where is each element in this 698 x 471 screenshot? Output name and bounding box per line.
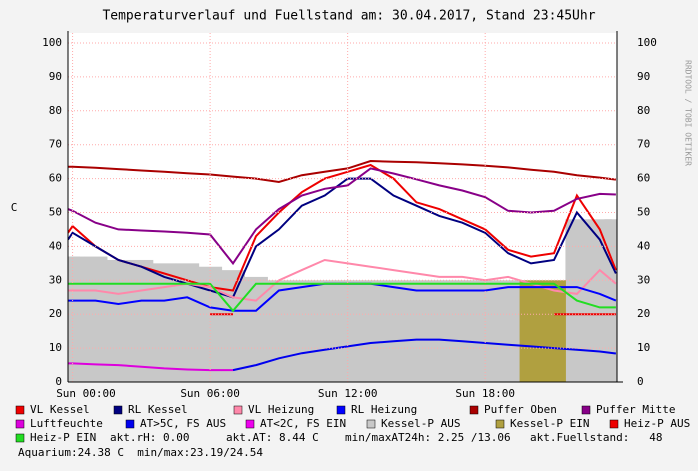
area-bar [496, 280, 521, 382]
legend-swatch [366, 419, 376, 429]
footer-text: akt.rH: 0.00 [110, 431, 189, 444]
legend-label: RL Kessel [128, 403, 188, 416]
area-bar [336, 280, 360, 382]
y-tick-label: 0 [55, 375, 62, 388]
legend-label: Heiz-P AUS [624, 417, 690, 430]
series-line [68, 258, 617, 302]
area-bar [359, 280, 383, 382]
area-bar [290, 280, 314, 382]
y2-tick-label: 60 [637, 172, 650, 185]
x-tick-label: Sun 18:00 [455, 387, 515, 400]
area-bar [84, 256, 108, 382]
area-bar [604, 219, 617, 382]
y-tick-label: 80 [49, 104, 62, 117]
legend-swatch [15, 405, 25, 415]
footer-text: akt.AT: 8.44 C [226, 431, 319, 444]
legend-swatch [581, 405, 591, 415]
series-line [68, 282, 616, 313]
area-bar [221, 270, 246, 382]
legend-label: Puffer Mitte [596, 403, 675, 416]
y-tick-label: 40 [49, 239, 62, 252]
legend-swatch [233, 405, 243, 415]
legend-label: AT<2C, FS EIN [260, 417, 346, 430]
legend-swatch [125, 419, 135, 429]
legend-label: VL Heizung [248, 403, 314, 416]
y2-tick-label: 50 [637, 206, 650, 219]
legend-label: AT>5C, FS AUS [140, 417, 226, 430]
chart-title: Temperaturverlauf und Fuellstand am: 30.… [102, 9, 595, 24]
legend-label: Kessel-P AUS [381, 417, 460, 430]
y-tick-label: 90 [49, 70, 62, 83]
area-bar [382, 280, 406, 382]
area-bar [106, 259, 131, 382]
y-tick-label: 30 [49, 273, 62, 286]
area-bar [519, 280, 544, 382]
area-bar [152, 263, 177, 382]
footer-text: min/maxAT24h: 2.25 /13.06 [345, 431, 511, 444]
area-bar [404, 280, 429, 382]
area-bar [129, 259, 154, 382]
legend-label: Luftfeuchte [30, 417, 103, 430]
watermark: RRDTOOL / TOBI OETIKER [684, 60, 693, 166]
legend-swatch [15, 419, 25, 429]
y2-tick-label: 90 [637, 70, 650, 83]
legend-label: Kessel-P EIN [510, 417, 589, 430]
area-bar [68, 256, 85, 382]
series-line [68, 362, 233, 372]
y2-tick-label: 100 [637, 36, 657, 49]
legend-swatch [113, 405, 123, 415]
y2-tick-label: 20 [637, 307, 650, 320]
y-tick-label: 20 [49, 307, 62, 320]
footer-text: Aquarium:24.38 C min/max:23.19/24.54 [18, 446, 263, 459]
plot-content [68, 159, 617, 382]
y-axis-label: C [11, 201, 18, 214]
area-bar [244, 276, 268, 382]
series-line [68, 159, 617, 184]
y-tick-label: 10 [49, 341, 62, 354]
y2-tick-label: 40 [637, 239, 650, 252]
y2-tick-label: 30 [637, 273, 650, 286]
legend-label: Puffer Oben [484, 403, 557, 416]
legend-swatch [336, 405, 346, 415]
y-tick-label: 100 [42, 36, 62, 49]
x-tick-label: Sun 12:00 [318, 387, 378, 400]
area-bar [473, 280, 498, 382]
y2-tick-label: 80 [637, 104, 650, 117]
area-bar [313, 280, 337, 382]
x-tick-label: Sun 06:00 [180, 387, 240, 400]
y-tick-label: 50 [49, 206, 62, 219]
area-bar [450, 280, 475, 382]
legend-swatch [469, 405, 479, 415]
area-bar [267, 280, 291, 382]
legend-swatch [15, 433, 25, 443]
legend-swatch [245, 419, 255, 429]
area-bar [542, 280, 566, 382]
legend-swatch [495, 419, 505, 429]
y-tick-label: 60 [49, 172, 62, 185]
y2-tick-label: 70 [637, 138, 650, 151]
legend-label: Heiz-P EIN [30, 431, 96, 444]
legend-label: VL Kessel [30, 403, 90, 416]
legend-swatch [609, 419, 619, 429]
legend-label: RL Heizung [351, 403, 417, 416]
area-bar [427, 280, 452, 382]
footer-text: akt.Fuellstand: 48 [530, 431, 662, 444]
x-tick-label: Sun 00:00 [56, 387, 116, 400]
y2-tick-label: 10 [637, 341, 650, 354]
area-bar [175, 263, 200, 382]
y-tick-label: 70 [49, 138, 62, 151]
y2-tick-label: 0 [637, 375, 644, 388]
